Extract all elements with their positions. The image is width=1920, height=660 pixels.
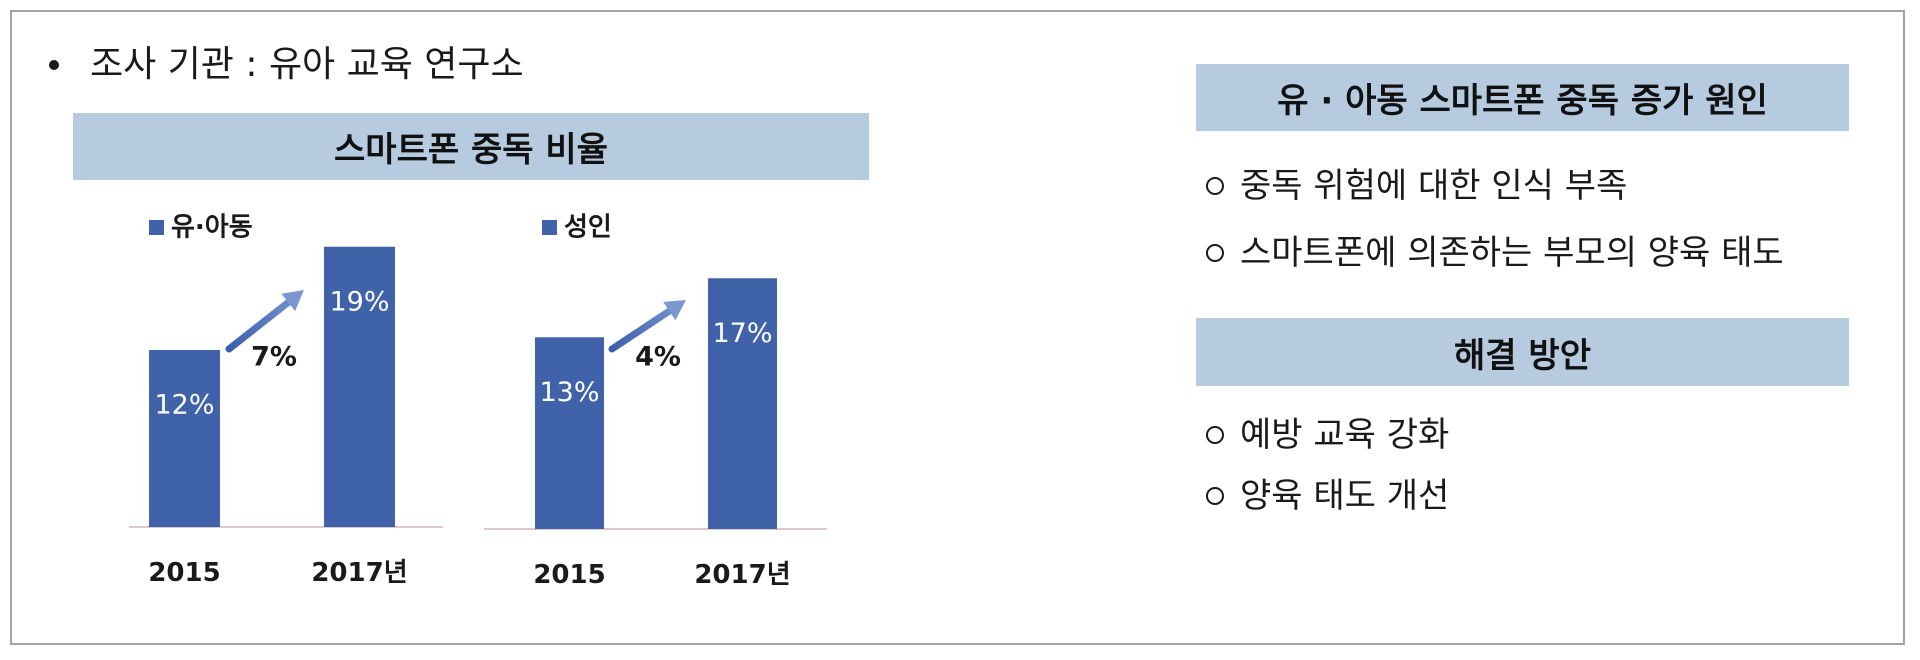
list-item: 중독 위험에 대한 인식 부족 [1206, 164, 1627, 208]
list-item-text: 양육 태도 개선 [1240, 476, 1450, 516]
solutions-title: 해결 방안 [1454, 335, 1591, 376]
info-label: 조사 기관 : 유아 교육 연구소 [90, 44, 524, 85]
circle-bullet-icon [1206, 244, 1224, 262]
list-item: 스마트폰에 의존하는 부모의 양육 태도 [1206, 231, 1784, 275]
chart-section-header: 스마트폰 중독 비율 [73, 113, 869, 180]
circle-bullet-icon [1206, 426, 1224, 444]
bullet-dot-icon [49, 60, 59, 70]
content-frame [10, 10, 1905, 645]
info-line: 조사 기관 : 유아 교육 연구소 [49, 43, 524, 87]
solutions-header: 해결 방안 [1196, 318, 1849, 386]
list-item-text: 예방 교육 강화 [1240, 415, 1450, 455]
list-item: 양육 태도 개선 [1206, 474, 1449, 518]
list-item-text: 스마트폰에 의존하는 부모의 양육 태도 [1240, 233, 1784, 273]
chart-section-title: 스마트폰 중독 비율 [334, 130, 608, 170]
circle-bullet-icon [1206, 487, 1224, 505]
circle-bullet-icon [1206, 177, 1224, 195]
list-item-text: 중독 위험에 대한 인식 부족 [1240, 166, 1628, 206]
causes-title: 유 · 아동 스마트폰 중독 증가 원인 [1277, 81, 1768, 121]
causes-header: 유 · 아동 스마트폰 중독 증가 원인 [1196, 64, 1849, 131]
list-item: 예방 교육 강화 [1206, 413, 1449, 457]
